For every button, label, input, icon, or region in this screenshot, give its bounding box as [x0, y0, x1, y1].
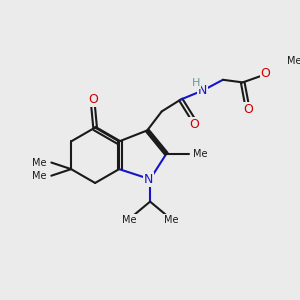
Text: Me: Me [32, 171, 47, 181]
Text: H: H [192, 78, 200, 88]
Text: O: O [88, 93, 98, 106]
Text: Me: Me [122, 215, 136, 225]
Text: N: N [198, 84, 207, 97]
Text: Me: Me [287, 56, 300, 66]
Text: Me: Me [32, 158, 47, 167]
Text: O: O [243, 103, 253, 116]
Text: O: O [261, 67, 271, 80]
Text: Me: Me [193, 149, 207, 159]
Text: O: O [189, 118, 199, 131]
Text: N: N [144, 173, 154, 186]
Text: Me: Me [164, 215, 178, 225]
